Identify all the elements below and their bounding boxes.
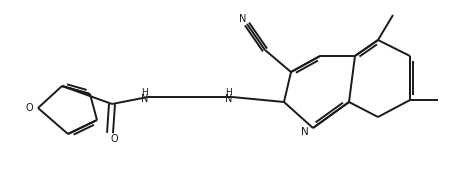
Text: O: O (110, 134, 118, 144)
Text: H: H (141, 88, 148, 96)
Text: N: N (239, 14, 246, 24)
Text: H: H (225, 88, 232, 96)
Text: N: N (141, 94, 148, 104)
Text: O: O (25, 103, 33, 113)
Text: N: N (225, 94, 232, 104)
Text: N: N (300, 127, 308, 137)
